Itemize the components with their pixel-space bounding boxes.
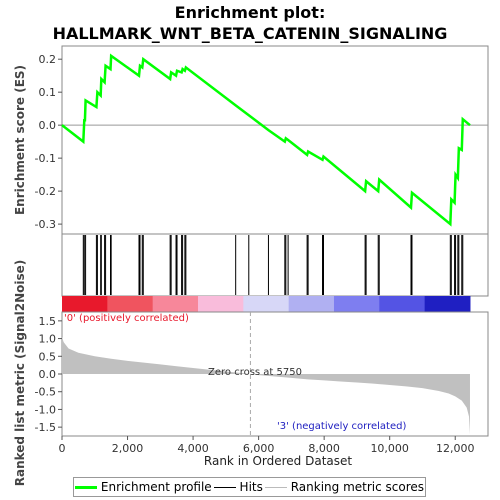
es-y-tick-label: -0.1: [35, 152, 56, 165]
metric-y-axis-label: Ranked list metric (Signal2Noise): [13, 260, 27, 487]
legend-item-ranking: Ranking metric scores: [264, 480, 425, 494]
x-tick-label: 0: [59, 442, 66, 455]
metric-y-tick-label: 1.0: [39, 333, 57, 346]
rank-gradient-bar: [62, 296, 471, 312]
positive-correlation-label: '0' (positively correlated): [64, 313, 189, 324]
chart-title-line2: HALLMARK_WNT_BETA_CATENIN_SIGNALING: [53, 24, 448, 43]
gradient-segment: [243, 296, 290, 312]
gradient-segment: [288, 296, 335, 312]
es-y-axis-label: Enrichment score (ES): [13, 65, 27, 215]
x-tick-label: 12,000: [436, 442, 475, 455]
metric-y-axis: -1.5 -1.0 -0.5 0.0 0.5 1.0 1.5: [35, 315, 62, 434]
metric-y-tick-label: 0.0: [39, 368, 57, 381]
es-y-axis: -0.3 -0.2 -0.1 0.0 0.1 0.2: [35, 53, 62, 231]
x-tick-label: 10,000: [370, 442, 409, 455]
x-tick-label: 6,000: [243, 442, 275, 455]
negative-correlation-label: '3' (negatively correlated): [277, 421, 406, 432]
gradient-segment: [197, 296, 244, 312]
hit-marks: [82, 235, 464, 295]
legend-item-hits: Hits: [213, 480, 263, 494]
enrichment-profile-line: [61, 53, 471, 227]
metric-y-tick-label: 1.5: [39, 315, 57, 328]
x-axis-label: Rank in Ordered Dataset: [204, 454, 352, 468]
x-tick-label: 4,000: [177, 442, 209, 455]
metric-y-tick-label: -0.5: [35, 386, 56, 399]
gradient-segment: [379, 296, 426, 312]
legend-item-enrichment: Enrichment profile: [74, 480, 212, 494]
es-y-tick-label: 0.0: [39, 119, 57, 132]
legend-label-ranking: Ranking metric scores: [290, 480, 425, 494]
x-tick-label: 2,000: [112, 442, 144, 455]
x-axis: 0 2,000 4,000 6,000 8,000 10,000 12,000: [59, 436, 475, 455]
legend-swatch-ranking: [264, 486, 287, 488]
ranking-metric-area: [62, 336, 470, 435]
metric-y-tick-label: 0.5: [39, 350, 57, 363]
metric-y-tick-label: -1.5: [35, 421, 56, 434]
legend-swatch-hits: [213, 486, 236, 488]
chart-title-line1: Enrichment plot:: [175, 3, 326, 22]
legend-label-enrichment: Enrichment profile: [100, 480, 212, 494]
zero-cross-label: Zero cross at 5750: [208, 367, 302, 378]
gradient-segment: [152, 296, 199, 312]
gradient-segment: [107, 296, 154, 312]
metric-y-tick-label: -1.0: [35, 403, 56, 416]
x-tick-label: 8,000: [308, 442, 340, 455]
legend-swatch-enrichment: [74, 485, 97, 489]
es-y-tick-label: -0.2: [35, 185, 56, 198]
legend-label-hits: Hits: [239, 480, 263, 494]
legend: Enrichment profile Hits Ranking metric s…: [73, 477, 426, 497]
es-y-tick-label: 0.1: [39, 86, 57, 99]
gradient-segment: [62, 296, 108, 312]
hits-panel-frame: [61, 233, 489, 297]
es-panel-frame: [61, 45, 489, 235]
gradient-segment: [424, 296, 471, 312]
es-y-tick-label: 0.2: [39, 53, 57, 66]
gradient-segment: [333, 296, 380, 312]
es-y-tick-label: -0.3: [35, 218, 56, 231]
